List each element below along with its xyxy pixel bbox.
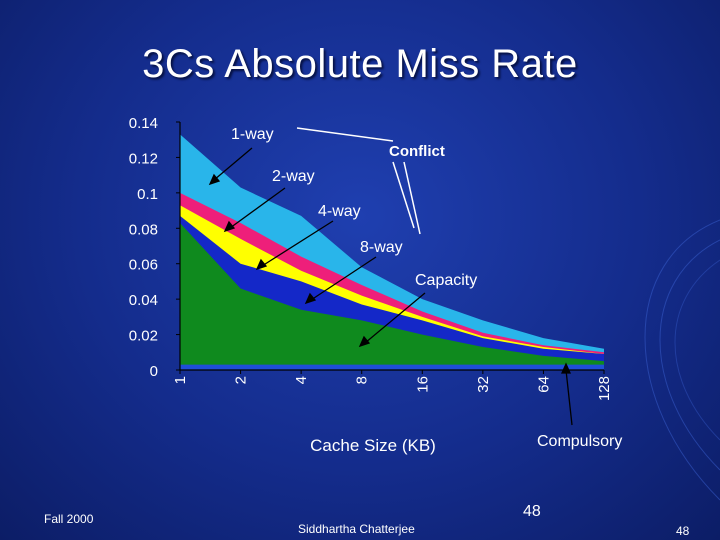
- footer-slide-number: 48: [676, 524, 690, 538]
- x-tick-label: 8: [354, 376, 371, 384]
- annotation-8-way: 8-way: [360, 239, 403, 256]
- y-tick-labels: 0.14 0.12 0.1 0.08 0.06 0.04 0.02 0: [129, 115, 180, 380]
- footer-date: Fall 2000: [44, 512, 94, 526]
- arrowhead-2-way: [223, 220, 236, 233]
- area-capacity: [180, 222, 604, 370]
- x-tick-label: 2: [233, 376, 250, 384]
- arrowhead-compulsory: [560, 362, 572, 374]
- page-number: 48: [523, 503, 541, 520]
- conflict-bracket-lines: [296, 127, 421, 235]
- y-tick-label: 0.04: [129, 292, 158, 309]
- x-tick-label: 128: [596, 376, 613, 401]
- arrowhead-4-way: [255, 258, 268, 271]
- area-layers: [180, 134, 604, 370]
- x-tick-label: 64: [535, 376, 552, 393]
- arrow-compulsory: [565, 369, 573, 426]
- annotation-4-way: 4-way: [318, 203, 361, 220]
- chart-axes: [179, 122, 604, 371]
- y-tick-label: 0.02: [129, 328, 158, 345]
- decorative-swirl: [644, 219, 720, 501]
- arrow-8-way: [310, 256, 377, 301]
- y-tick-label: 0.14: [129, 115, 158, 132]
- x-tick-label: 16: [414, 376, 431, 393]
- arrow-1-way: [213, 147, 253, 181]
- x-tick-label: 32: [475, 376, 492, 393]
- area-compulsory: [180, 364, 604, 370]
- conflict-line-top: [296, 127, 394, 142]
- annotation-2-way: 2-way: [272, 168, 315, 185]
- arrow-4-way: [261, 220, 334, 267]
- y-tick-label: 0: [150, 363, 158, 380]
- y-tick-label: 0.08: [129, 221, 158, 238]
- y-tick-label: 0.1: [137, 186, 158, 203]
- annotation-1-way: 1-way: [231, 126, 274, 143]
- footer-author: Siddhartha Chatterjee: [298, 522, 415, 536]
- x-tick-label: 4: [293, 376, 310, 384]
- annotation-arrows: [208, 147, 573, 426]
- annotation-conflict: Conflict: [389, 143, 445, 160]
- x-tick-labels: 1 2 4 8 16 32 64 128: [172, 370, 613, 401]
- y-tick-label: 0.12: [129, 150, 158, 167]
- annotation-compulsory: Compulsory: [537, 433, 622, 450]
- arrowhead-1-way: [208, 173, 221, 186]
- annotation-capacity: Capacity: [415, 272, 477, 289]
- x-tick-label: 1: [172, 376, 189, 384]
- conflict-line-left: [392, 161, 415, 229]
- arrow-capacity: [364, 292, 426, 344]
- arrowhead-capacity: [358, 335, 371, 348]
- conflict-line-right: [403, 161, 421, 235]
- slide-title: 3Cs Absolute Miss Rate: [142, 42, 578, 86]
- y-tick-label: 0.06: [129, 257, 158, 274]
- arrowhead-8-way: [304, 292, 317, 305]
- x-axis-label: Cache Size (KB): [310, 436, 436, 455]
- arrow-2-way: [229, 187, 286, 229]
